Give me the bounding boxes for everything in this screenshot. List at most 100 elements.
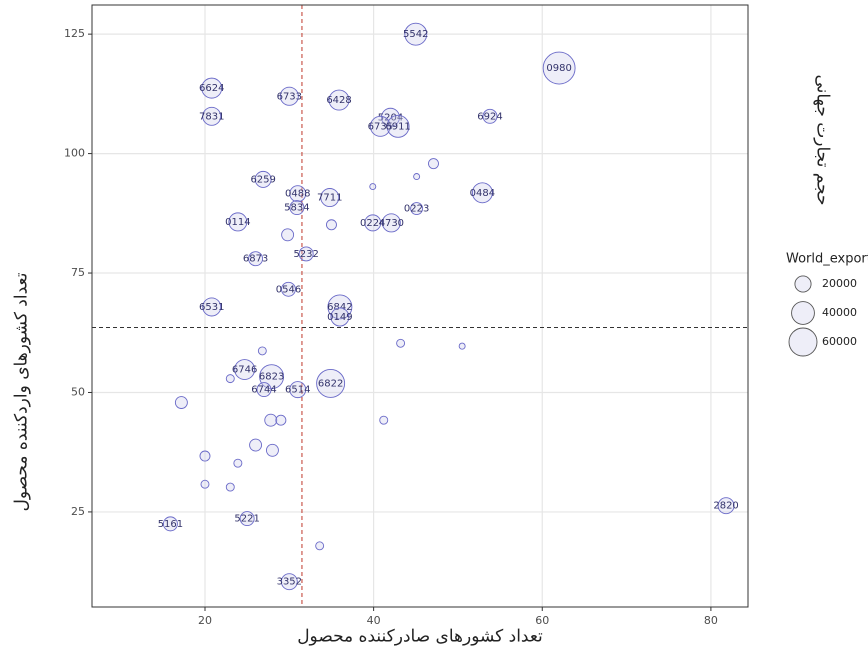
y-axis-title: تعداد کشورهای واردکننده محصول (12, 272, 32, 511)
bubble (458, 342, 466, 350)
point-label: 6746 (232, 365, 257, 376)
point-label: 6873 (243, 254, 268, 265)
bubble (396, 338, 406, 348)
bubble (281, 228, 295, 242)
bubble (256, 382, 272, 398)
bubble (225, 482, 235, 492)
point-label: 0546 (276, 284, 301, 295)
panel (92, 5, 748, 607)
y-tick-label: 50 (71, 385, 85, 398)
bubble (162, 516, 178, 532)
x-tick-label: 80 (704, 614, 718, 627)
bubble (200, 479, 210, 489)
x-tick-label: 60 (535, 614, 549, 627)
bubble (264, 413, 278, 427)
bubble (199, 450, 211, 462)
bubble (327, 294, 353, 320)
bubble (257, 346, 267, 356)
legend-key (794, 275, 812, 293)
bubble (202, 297, 222, 317)
y-tick-label: 75 (71, 266, 85, 279)
point-label: 7711 (317, 193, 342, 204)
bubble (369, 115, 391, 137)
bubble (275, 414, 287, 426)
point-label: 0223 (404, 204, 429, 215)
y-tick-label: 125 (64, 27, 85, 40)
bubble (410, 202, 424, 215)
bubble (201, 77, 223, 99)
bubble (316, 368, 346, 398)
bubble (289, 200, 305, 216)
bubble (279, 86, 299, 106)
point-label: 4730 (379, 218, 404, 229)
bubble (379, 415, 389, 425)
point-label: 6514 (285, 385, 310, 396)
y-tick-label: 25 (71, 505, 85, 518)
x-tick-label: 20 (198, 614, 212, 627)
bubble (174, 396, 188, 409)
bubble (248, 251, 264, 267)
bubble (234, 359, 256, 380)
point-label: 6823 (259, 372, 284, 383)
panel-border (91, 4, 749, 608)
point-label: 6911 (385, 121, 410, 132)
legend-label: 60000 (822, 335, 857, 348)
point-label: 6822 (318, 378, 343, 389)
point-label: 2820 (713, 501, 738, 512)
point-label: 6733 (277, 91, 302, 102)
x-tick-label: 40 (367, 614, 381, 627)
bubble (717, 497, 735, 515)
bubble (404, 22, 428, 46)
legend-label: 40000 (822, 306, 857, 319)
bubble (202, 106, 222, 126)
bubble (386, 114, 410, 138)
bubble (320, 188, 340, 208)
point-label: 6259 (250, 174, 275, 185)
bubble (298, 246, 314, 262)
point-label: 3352 (277, 577, 302, 588)
point-label: 6531 (199, 302, 224, 313)
point-label: 5161 (158, 519, 183, 530)
x-axis-title: تعداد کشورهای صادرکننده محصول (297, 627, 543, 647)
bubble (254, 170, 272, 188)
bubble (482, 108, 498, 124)
side-title: حجم تجارت جهانی (813, 74, 833, 205)
point-label: 6924 (477, 111, 502, 122)
point-label: 5542 (403, 29, 428, 40)
bubble (428, 158, 439, 170)
legend-title: World_export (786, 252, 868, 267)
point-label: 6428 (326, 95, 351, 106)
bubble (249, 438, 263, 452)
bubble (330, 307, 350, 327)
bubble (328, 89, 350, 111)
bubble (281, 281, 296, 297)
point-label: 0484 (470, 188, 495, 199)
bubble (225, 374, 235, 384)
bubble (239, 511, 255, 527)
bubble (280, 573, 298, 591)
point-label: 6744 (251, 385, 276, 396)
bubble (413, 173, 421, 180)
point-label: 5834 (284, 203, 309, 214)
bubble (315, 541, 325, 551)
bubble (381, 213, 401, 233)
bubble (289, 381, 307, 399)
legend-key (791, 301, 815, 325)
bubble (265, 443, 279, 457)
bubble (228, 212, 248, 232)
bubble (471, 182, 493, 204)
point-label: 5221 (234, 514, 259, 525)
point-label: 5204 (378, 112, 403, 123)
y-tick-label: 100 (64, 147, 85, 160)
bubble (542, 51, 576, 85)
point-label: 0224 (360, 218, 385, 229)
bubble (233, 458, 243, 468)
point-label: 6842 (327, 302, 352, 313)
bubble (364, 214, 382, 232)
point-label: 0149 (327, 312, 352, 323)
legend-label: 20000 (822, 277, 857, 290)
point-label: 6735 (368, 121, 393, 132)
point-label: 6624 (199, 83, 224, 94)
point-label: 5232 (293, 249, 318, 260)
